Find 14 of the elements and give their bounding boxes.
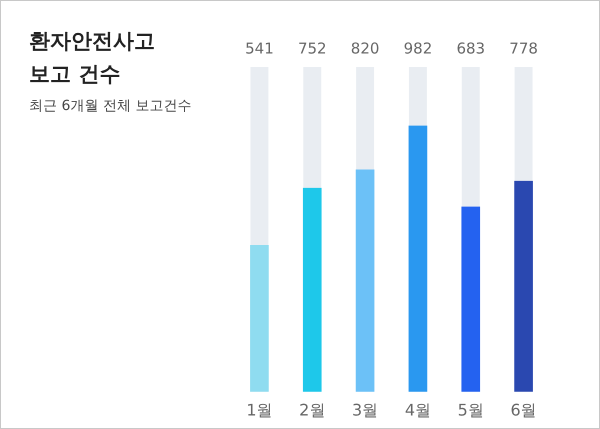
data-label: 778 (509, 39, 538, 58)
data-label: 541 (245, 39, 274, 58)
data-label: 820 (350, 39, 380, 58)
text: 최근 6개월 전체 보고건수 (29, 97, 192, 115)
x-tick-label: 1월 (246, 400, 273, 420)
chart-title: 환자안전사고 보고 건수 (29, 28, 156, 88)
x-tick-label: 3월 (352, 400, 378, 420)
x-tick-label: 5월 (458, 400, 484, 420)
data-label: 752 (298, 39, 327, 58)
x-tick-label: 6월 (510, 400, 537, 420)
data-label: 683 (456, 39, 486, 58)
data-label: 982 (404, 39, 432, 58)
x-tick-label: 4월 (404, 400, 432, 420)
x-tick-label: 2월 (299, 400, 326, 420)
